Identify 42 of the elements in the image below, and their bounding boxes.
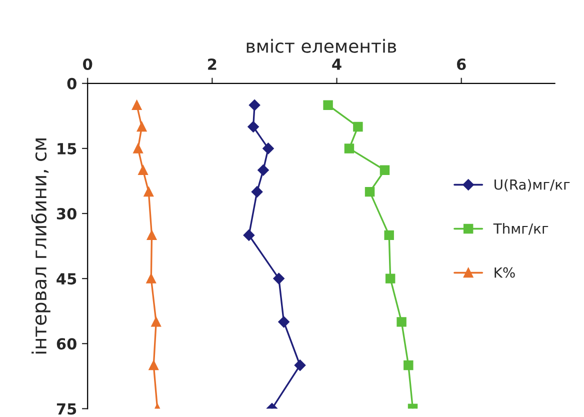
legend-label: K% — [494, 267, 515, 278]
point — [138, 165, 148, 175]
y-tick-label: 45 — [56, 273, 76, 285]
point — [278, 316, 290, 328]
y-tick-label: 0 — [67, 78, 76, 90]
point — [380, 165, 390, 175]
point — [148, 360, 158, 370]
point — [323, 100, 333, 110]
point — [248, 99, 260, 111]
y-axis-title: інтервал глибини, см — [31, 138, 50, 354]
point — [251, 186, 263, 198]
point — [132, 100, 142, 110]
point — [136, 122, 147, 132]
point — [344, 144, 354, 154]
y-tick-label: 75 — [56, 403, 76, 415]
y-tick-label: 60 — [56, 338, 76, 350]
y-tick-label: 30 — [56, 208, 76, 220]
point — [146, 274, 156, 284]
point — [385, 274, 396, 284]
point — [258, 164, 269, 176]
point — [353, 122, 363, 132]
x-tick-label: 6 — [456, 58, 466, 70]
legend-label: Thмг/кг — [493, 223, 548, 235]
x-axis-title: вміст елементів — [246, 38, 396, 53]
x-tick-label: 4 — [332, 58, 342, 70]
point — [384, 230, 394, 240]
point — [396, 317, 406, 327]
point — [404, 360, 414, 370]
point — [151, 317, 161, 327]
x-tick-label: 0 — [83, 58, 92, 70]
point — [364, 186, 375, 197]
legend-label: U(Ra)мг/кг — [494, 179, 570, 192]
point — [146, 230, 157, 240]
point — [248, 121, 259, 132]
point — [262, 142, 274, 154]
point — [144, 186, 154, 197]
point — [294, 360, 306, 371]
point — [133, 144, 143, 154]
point — [243, 230, 255, 241]
x-tick-label: 2 — [208, 58, 216, 70]
point — [273, 272, 284, 284]
y-tick-label: 15 — [58, 143, 76, 154]
